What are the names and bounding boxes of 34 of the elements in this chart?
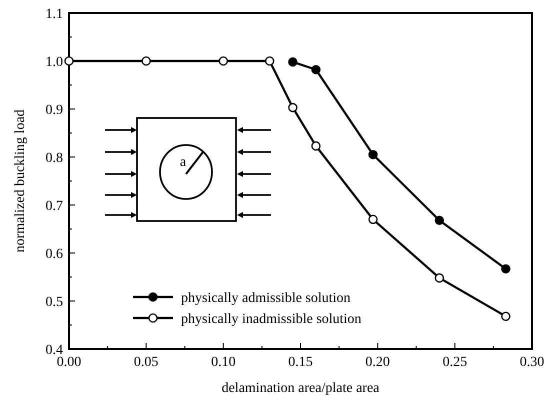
point	[311, 64, 321, 74]
point	[288, 57, 298, 67]
y-tick-label: 0.6	[46, 247, 63, 262]
point	[501, 264, 510, 274]
point	[64, 56, 74, 66]
y-tick-label: 0.5	[46, 295, 63, 310]
x-tick-label: 0.10	[211, 355, 236, 370]
x-axis-title: delamination area/plate area	[222, 381, 380, 396]
point	[264, 56, 274, 66]
y-axis-title: normalized buckling load	[13, 109, 28, 253]
x-tick-label: 0.00	[56, 355, 82, 370]
legend-label: physically inadmissible solution	[181, 312, 362, 327]
legend-label: physically admissible solution	[181, 291, 351, 306]
y-tick-label: 0.9	[46, 103, 63, 118]
x-tick-label: 0.30	[520, 355, 544, 370]
point	[368, 214, 378, 224]
point	[288, 102, 298, 112]
x-tick-label: 0.25	[442, 355, 468, 370]
point	[434, 273, 444, 283]
point	[311, 141, 321, 151]
point	[368, 150, 378, 160]
annotation: a	[180, 155, 187, 170]
y-tick-label: 0.4	[46, 343, 63, 358]
point	[501, 312, 510, 322]
y-tick-label: 1.1	[46, 7, 63, 22]
x-tick-label: 0.15	[288, 355, 313, 370]
point	[218, 56, 228, 66]
point	[142, 56, 151, 66]
x-tick-label: 0.05	[134, 355, 158, 370]
y-tick-label: 0.8	[46, 151, 63, 166]
y-tick-label: 1.0	[46, 55, 63, 70]
x-tick-label: 0.20	[365, 355, 390, 370]
y-tick-label: 0.7	[46, 199, 63, 214]
point	[434, 216, 444, 226]
